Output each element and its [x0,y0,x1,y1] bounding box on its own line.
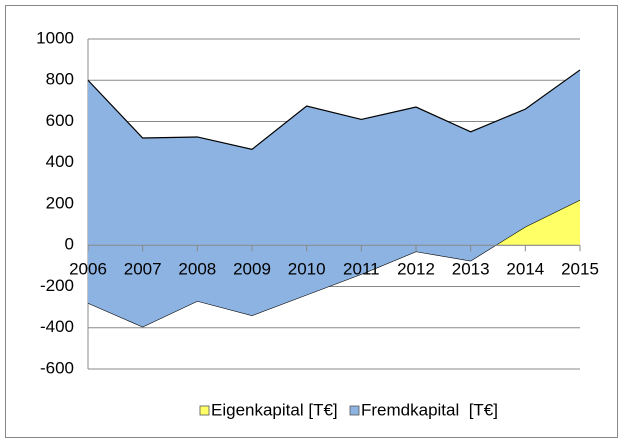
y-tick-label: 600 [46,111,74,130]
y-tick-label: 800 [46,70,74,89]
y-tick-label: 200 [46,193,74,212]
y-tick-label: 1000 [36,28,74,47]
x-tick-label: 2015 [561,260,599,279]
x-tick-label: 2011 [343,260,380,279]
legend-label: Fremdkapital [T€] [361,400,498,419]
area [88,69,580,327]
legend-swatch [199,405,210,416]
x-tick-label: 2014 [506,260,544,279]
x-tick-label: 2008 [178,260,216,279]
x-tick-label: 2012 [397,260,435,279]
y-tick-label: -200 [40,276,74,295]
x-tick-label: 2009 [233,260,271,279]
legend-swatch [349,405,360,416]
x-tick-label: 2013 [452,260,490,279]
x-tick-label: 2007 [124,260,162,279]
y-tick-label: 400 [46,152,74,171]
legend-label: Eigenkapital [T€] [211,400,338,419]
x-tick-label: 2006 [69,260,107,279]
x-tick-label: 2010 [288,260,326,279]
y-tick-label: 0 [65,235,74,254]
area-edge [87,69,581,150]
y-tick-label: -400 [40,317,74,336]
y-tick-label: -600 [40,358,74,377]
